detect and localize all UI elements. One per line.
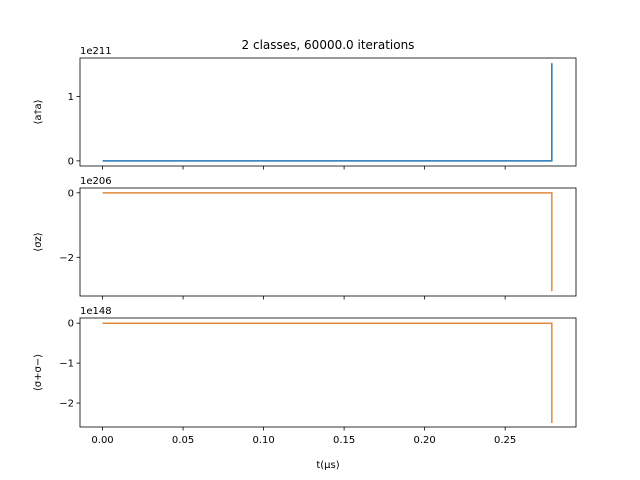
y-axis-label: ⟨σ+σ−⟩ xyxy=(33,354,44,391)
series-line-panel-3-1 xyxy=(102,322,553,424)
y-offset-text: 1e211 xyxy=(80,46,112,57)
subplot-3: 0 −1 −2 0.00 0.05 0.10 0.15 0.20 0.25 1e148 ⟨σ+σ−⟩ xyxy=(33,306,577,446)
y-tick-label: −1 xyxy=(59,359,74,370)
x-tick-label: 0.15 xyxy=(333,435,355,446)
y-offset-text: 1e148 xyxy=(80,306,112,317)
y-tick-label: −2 xyxy=(59,399,74,410)
y-axis-label: ⟨σz⟩ xyxy=(33,232,44,251)
axes-frame-1 xyxy=(79,57,577,167)
y-tick-label: 0 xyxy=(68,156,74,167)
y-tick-label: −2 xyxy=(59,253,74,264)
axes-frame-3 xyxy=(79,317,577,428)
series-line-panel-1-1 xyxy=(102,63,553,162)
x-tick-label: 0.00 xyxy=(91,435,113,446)
y-tick-label: 0 xyxy=(68,319,74,330)
series-line-panel-2-1 xyxy=(102,192,553,292)
x-tick-label: 0.05 xyxy=(172,435,194,446)
x-tick-label: 0.10 xyxy=(252,435,274,446)
chart-title: 2 classes, 60000.0 iterations xyxy=(242,38,415,52)
y-axis-label: ⟨a†a⟩ xyxy=(33,99,44,124)
y-tick-label: 0 xyxy=(68,188,74,199)
subplot-1: 0 1 1e211 ⟨a†a⟩ xyxy=(33,46,577,170)
x-axis-label: t(μs) xyxy=(316,460,339,471)
x-tick-label: 0.25 xyxy=(494,435,516,446)
x-tick-label: 0.20 xyxy=(413,435,435,446)
subplot-2: 0 −2 1e206 ⟨σz⟩ xyxy=(33,176,577,300)
y-offset-text: 1e206 xyxy=(80,176,112,187)
axes-frame-2 xyxy=(79,187,577,297)
y-tick-label: 1 xyxy=(68,92,74,103)
